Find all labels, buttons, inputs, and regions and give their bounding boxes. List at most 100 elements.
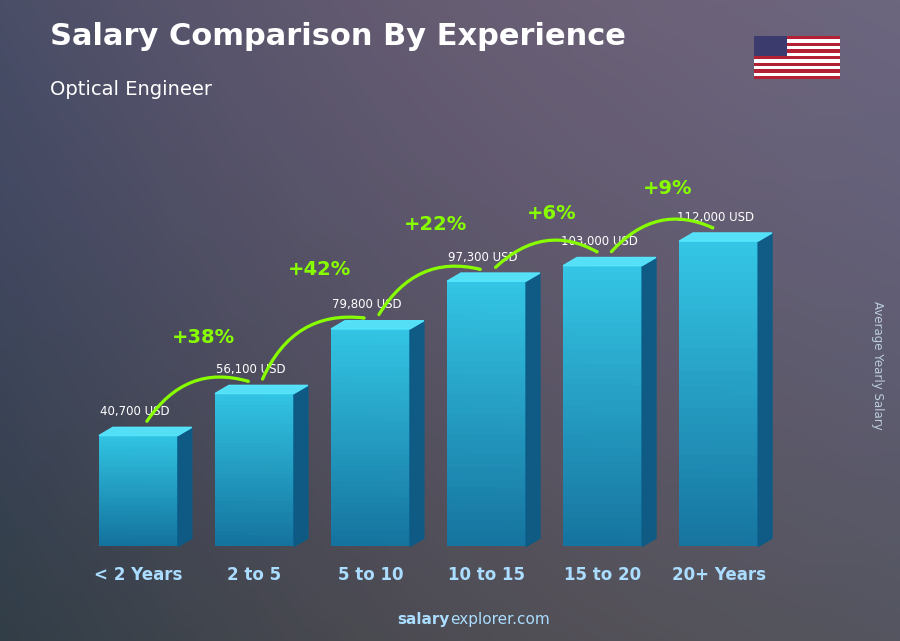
Bar <box>680 325 758 333</box>
Polygon shape <box>331 320 424 329</box>
Bar <box>447 381 526 387</box>
Bar <box>215 420 294 424</box>
Bar <box>563 413 642 420</box>
Bar <box>447 447 526 454</box>
Bar <box>563 329 642 336</box>
Bar <box>99 485 178 488</box>
Bar <box>680 440 758 447</box>
Bar <box>215 466 294 470</box>
Bar <box>754 56 840 60</box>
Polygon shape <box>526 273 540 547</box>
Bar <box>331 530 410 536</box>
Bar <box>99 510 178 513</box>
Text: +9%: +9% <box>643 179 692 197</box>
Bar <box>331 465 410 470</box>
Bar <box>680 386 758 394</box>
Bar <box>680 539 758 547</box>
Bar <box>215 478 294 481</box>
Bar <box>331 443 410 449</box>
Text: 56,100 USD: 56,100 USD <box>216 363 286 376</box>
Bar <box>215 458 294 462</box>
Bar <box>447 294 526 301</box>
Text: +22%: +22% <box>404 215 467 234</box>
Bar <box>331 497 410 503</box>
Bar <box>99 449 178 452</box>
Bar <box>99 460 178 463</box>
Bar <box>563 322 642 329</box>
Bar <box>215 413 294 417</box>
Bar <box>447 374 526 381</box>
Bar <box>563 420 642 427</box>
Bar <box>563 308 642 315</box>
Bar <box>680 447 758 455</box>
Bar <box>680 394 758 401</box>
Bar <box>680 295 758 302</box>
Bar <box>563 357 642 364</box>
Bar <box>447 341 526 347</box>
Bar <box>331 427 410 432</box>
Text: +42%: +42% <box>288 260 351 279</box>
Bar <box>99 541 178 544</box>
Bar <box>99 513 178 516</box>
Bar <box>99 499 178 502</box>
Bar <box>563 483 642 490</box>
Bar <box>331 481 410 487</box>
Bar <box>99 491 178 494</box>
Bar <box>331 367 410 372</box>
Bar <box>447 513 526 520</box>
Bar <box>331 329 410 335</box>
Bar <box>215 451 294 454</box>
Bar <box>447 480 526 487</box>
Bar <box>754 73 840 76</box>
Bar <box>563 336 642 343</box>
Bar <box>563 315 642 322</box>
Bar <box>680 401 758 409</box>
Bar <box>754 60 840 63</box>
Bar <box>215 493 294 497</box>
Bar <box>447 394 526 401</box>
Bar <box>754 39 840 42</box>
Bar <box>331 476 410 481</box>
Polygon shape <box>99 428 192 435</box>
Bar <box>215 539 294 543</box>
Bar <box>563 455 642 462</box>
Polygon shape <box>758 233 772 547</box>
Text: +38%: +38% <box>172 328 235 347</box>
Bar <box>447 454 526 460</box>
Bar <box>680 409 758 417</box>
Text: +6%: +6% <box>526 204 576 224</box>
Bar <box>215 516 294 520</box>
Bar <box>331 421 410 427</box>
Bar <box>215 504 294 508</box>
Bar <box>215 432 294 436</box>
Bar <box>215 528 294 531</box>
Bar <box>99 444 178 447</box>
Bar <box>754 63 840 66</box>
Bar <box>563 540 642 547</box>
Bar <box>563 519 642 526</box>
Bar <box>215 489 294 493</box>
Bar <box>215 481 294 485</box>
Bar <box>563 533 642 540</box>
Bar <box>99 488 178 491</box>
Bar <box>331 454 410 460</box>
Bar <box>680 463 758 470</box>
Bar <box>680 432 758 440</box>
Bar <box>331 378 410 383</box>
Bar <box>447 533 526 540</box>
Bar <box>563 364 642 371</box>
FancyArrowPatch shape <box>263 317 364 379</box>
Bar <box>680 241 758 249</box>
Bar <box>99 472 178 474</box>
Bar <box>99 508 178 510</box>
Bar <box>563 504 642 512</box>
Bar <box>680 424 758 432</box>
Bar <box>447 540 526 547</box>
Bar <box>680 508 758 516</box>
Bar <box>563 448 642 455</box>
Bar <box>563 399 642 406</box>
Bar <box>99 483 178 485</box>
Bar <box>680 363 758 371</box>
Bar <box>99 497 178 499</box>
Bar <box>680 249 758 256</box>
